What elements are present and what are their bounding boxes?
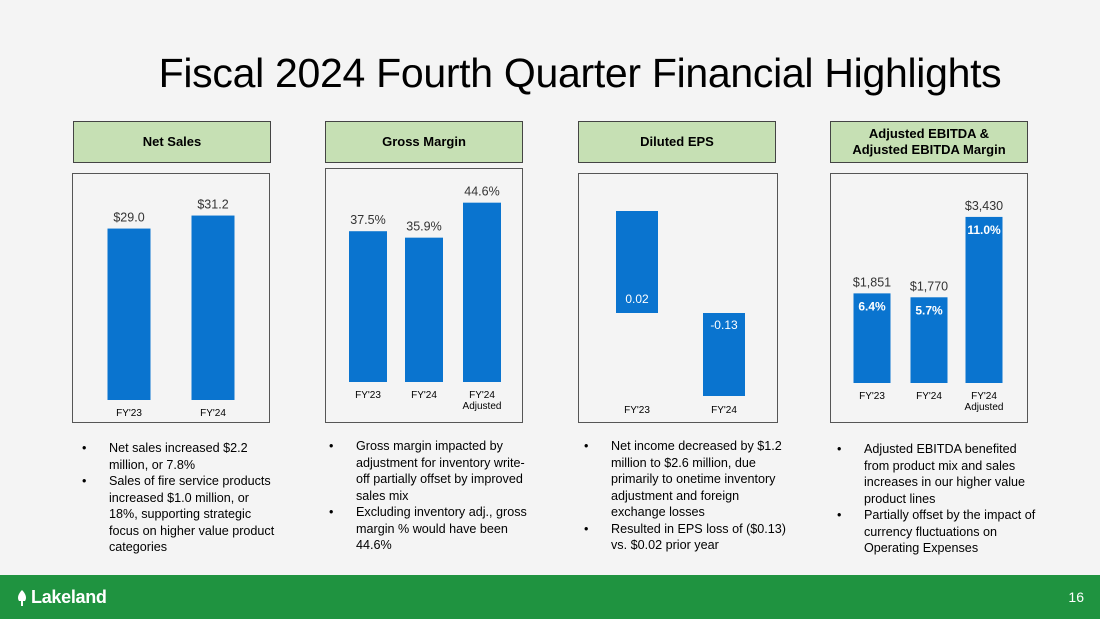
data-label: 0.02	[625, 292, 649, 306]
bullet-item: Resulted in EPS loss of ($0.13) vs. $0.0…	[584, 521, 789, 554]
category-label: FY'23	[624, 405, 650, 416]
net-sales-chart: $29.0 FY'23 $31.2 FY'24	[72, 173, 270, 423]
header-text: Adjusted EBITDA Margin	[852, 142, 1006, 157]
bar	[853, 293, 891, 383]
category-label: FY'24	[971, 391, 997, 402]
bullet-item: Excluding inventory adj., gross margin %…	[329, 504, 534, 554]
bullet-item: Sales of fire service products increased…	[82, 473, 277, 556]
page-number: 16	[1068, 589, 1084, 605]
bullet-item: Gross margin impacted by adjustment for …	[329, 438, 534, 504]
bar	[405, 237, 443, 382]
adjusted-ebitda-bullets: Adjusted EBITDA benefited from product m…	[837, 441, 1042, 557]
bar	[463, 202, 501, 382]
diluted-eps-chart: 0.02 FY'23 -0.13 FY'24	[578, 173, 778, 423]
header-adjusted-ebitda: Adjusted EBITDA & Adjusted EBITDA Margin	[830, 121, 1028, 163]
bar	[965, 216, 1003, 383]
data-label: -0.13	[710, 318, 738, 332]
bullet-item: Net income decreased by $1.2 million to …	[584, 438, 789, 521]
leaf-icon	[18, 589, 26, 606]
header-text: Gross Margin	[382, 134, 466, 149]
diluted-eps-bullets: Net income decreased by $1.2 million to …	[584, 438, 789, 554]
data-label: $3,430	[965, 199, 1003, 213]
logo-text: Lakeland	[31, 587, 107, 607]
category-label: Adjusted	[463, 401, 502, 412]
bullet-item: Adjusted EBITDA benefited from product m…	[837, 441, 1042, 507]
bar	[703, 313, 745, 396]
page-title: Fiscal 2024 Fourth Quarter Financial Hig…	[158, 50, 1002, 96]
bar	[910, 297, 948, 383]
inner-label: 6.4%	[858, 299, 886, 313]
data-label: $31.2	[197, 198, 228, 212]
bar	[349, 231, 387, 382]
data-label: $1,770	[910, 279, 948, 293]
adjusted-ebitda-chart: $1,851 6.4% FY'23 $1,770 5.7% FY'24 $3,430 11.0…	[830, 173, 1028, 423]
bar	[616, 211, 658, 313]
header-text: Diluted EPS	[640, 134, 714, 149]
category-label: FY'24	[711, 405, 737, 416]
category-label: Adjusted	[965, 402, 1004, 413]
bar	[191, 215, 235, 400]
category-label: FY'24	[469, 390, 495, 401]
bullet-item: Partially offset by the impact of curren…	[837, 507, 1042, 557]
category-label: FY'23	[859, 391, 885, 402]
category-label: FY'23	[355, 390, 381, 401]
bar	[107, 228, 151, 400]
gross-margin-bullets: Gross margin impacted by adjustment for …	[329, 438, 534, 554]
header-gross-margin: Gross Margin	[325, 121, 523, 163]
data-label: $29.0	[113, 211, 144, 225]
inner-label: 5.7%	[915, 303, 943, 317]
net-sales-bullets: Net sales increased $2.2 million, or 7.8…	[82, 440, 277, 556]
category-label: FY'24	[200, 408, 226, 419]
data-label: $1,851	[853, 275, 891, 289]
header-net-sales: Net Sales	[73, 121, 271, 163]
header-diluted-eps: Diluted EPS	[578, 121, 776, 163]
lakeland-logo: Lakeland	[16, 587, 107, 608]
category-label: FY'24	[411, 390, 437, 401]
header-text: Net Sales	[142, 134, 202, 149]
category-label: FY'23	[116, 408, 142, 419]
inner-label: 11.0%	[967, 223, 1001, 237]
bullet-item: Net sales increased $2.2 million, or 7.8…	[82, 440, 277, 473]
footer-bar: Lakeland 16	[0, 575, 1100, 619]
header-text: Adjusted EBITDA &	[868, 126, 990, 141]
data-label: 37.5%	[350, 213, 385, 227]
data-label: 44.6%	[464, 185, 499, 199]
data-label: 35.9%	[406, 220, 441, 234]
category-label: FY'24	[916, 391, 942, 402]
gross-margin-chart: 37.5% FY'23 35.9% FY'24 44.6% FY'24 Adjusted	[325, 168, 523, 423]
